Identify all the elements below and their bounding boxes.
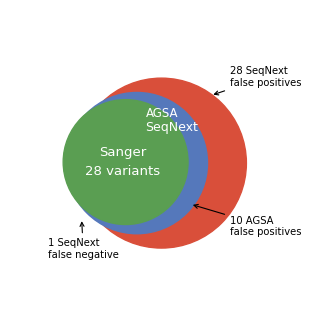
Circle shape [76, 78, 246, 248]
Text: AGSA: AGSA [146, 107, 179, 120]
Text: Sanger
28 variants: Sanger 28 variants [85, 146, 160, 178]
Text: 28 SeqNext
false positives: 28 SeqNext false positives [214, 66, 301, 95]
Circle shape [63, 100, 188, 225]
Text: 10 AGSA
false positives: 10 AGSA false positives [194, 204, 301, 237]
Text: 1 SeqNext
false negative: 1 SeqNext false negative [48, 222, 119, 260]
Text: SeqNext: SeqNext [145, 121, 198, 134]
Circle shape [66, 93, 208, 234]
